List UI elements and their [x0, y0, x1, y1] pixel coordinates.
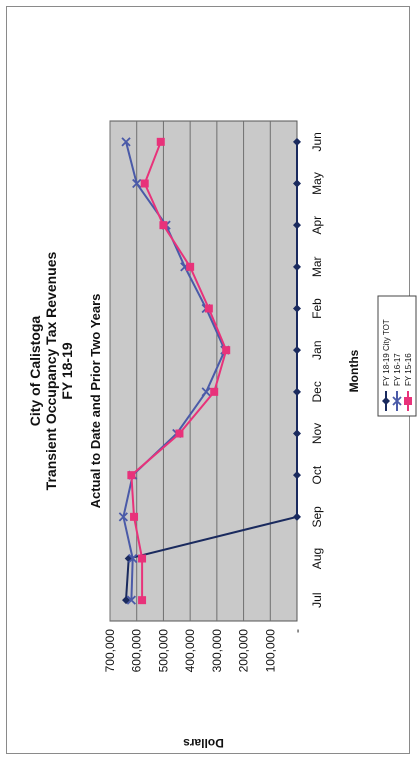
- y-tick-label: 500,000: [156, 629, 170, 673]
- data-point: [138, 596, 147, 605]
- legend-entry: FY 18-19 City TOT: [382, 319, 391, 411]
- data-point: [382, 397, 390, 405]
- data-point: [159, 221, 168, 230]
- x-tick-label: Aug: [310, 548, 324, 569]
- data-point: [186, 262, 195, 271]
- chart-subtitle: Actual to Date and Prior Two Years: [88, 294, 103, 509]
- series-2: [127, 137, 231, 605]
- data-point: [127, 471, 136, 480]
- series-line: [130, 141, 228, 601]
- legend-entry: FY 15-16: [404, 353, 413, 411]
- chart-title-line: City of Calistoga: [27, 316, 43, 427]
- data-point: [156, 137, 165, 146]
- data-point: [222, 346, 231, 355]
- data-point: [293, 221, 301, 230]
- data-point: [138, 554, 147, 563]
- data-point: [132, 178, 142, 189]
- data-point: [392, 396, 402, 406]
- x-axis-label: Months: [347, 349, 361, 392]
- data-point: [404, 397, 412, 405]
- data-point: [293, 346, 301, 355]
- data-point: [210, 387, 219, 396]
- data-point: [118, 512, 128, 522]
- x-tick-label: Nov: [310, 423, 324, 444]
- x-tick-label: Mar: [310, 256, 324, 277]
- y-tick-label: 100,000: [263, 629, 277, 673]
- y-axis-label: Dollars: [183, 736, 224, 750]
- y-tick-label: 700,000: [103, 629, 117, 673]
- data-point: [130, 512, 139, 521]
- data-point: [128, 553, 138, 564]
- legend-box: [377, 295, 417, 417]
- data-point: [293, 179, 301, 188]
- data-point: [140, 179, 149, 188]
- data-point: [293, 512, 301, 521]
- series-line: [125, 141, 298, 601]
- data-point: [122, 596, 131, 605]
- y-tick-label: 600,000: [130, 629, 144, 673]
- y-tick-label: 300,000: [210, 629, 224, 673]
- x-tick-label: Sep: [310, 506, 324, 528]
- data-point: [204, 304, 213, 313]
- legend-label: FY 15-16: [404, 353, 413, 386]
- x-tick-label: May: [310, 172, 324, 195]
- data-point: [293, 471, 301, 480]
- data-point: [293, 137, 301, 146]
- data-point: [293, 429, 301, 438]
- y-tick-label: 200,000: [237, 629, 251, 673]
- data-point: [293, 262, 301, 271]
- legend-entry: FY 16-17: [392, 353, 402, 411]
- chart-title-line: Transient Occupancy Tax Revenues: [43, 251, 59, 490]
- plot-area: [109, 120, 298, 622]
- y-tick-label: -: [290, 629, 304, 633]
- x-tick-label: Oct: [310, 465, 324, 484]
- x-tick-label: Jan: [310, 340, 324, 359]
- legend-label: FY 18-19 City TOT: [382, 319, 391, 386]
- data-point: [121, 137, 131, 147]
- legend-label: FY 16-17: [393, 353, 402, 386]
- x-tick-label: Jun: [310, 132, 324, 151]
- x-tick-label: Feb: [310, 298, 324, 319]
- data-point: [293, 387, 301, 396]
- data-point: [293, 304, 301, 313]
- data-point: [175, 429, 184, 438]
- y-tick-label: 400,000: [183, 629, 197, 673]
- data-point: [201, 387, 211, 397]
- chart-title-line: FY 18-19: [59, 342, 75, 400]
- x-tick-label: Apr: [310, 216, 324, 235]
- x-tick-label: Dec: [310, 381, 324, 402]
- x-tick-label: Jul: [310, 592, 324, 607]
- data-point: [126, 595, 137, 605]
